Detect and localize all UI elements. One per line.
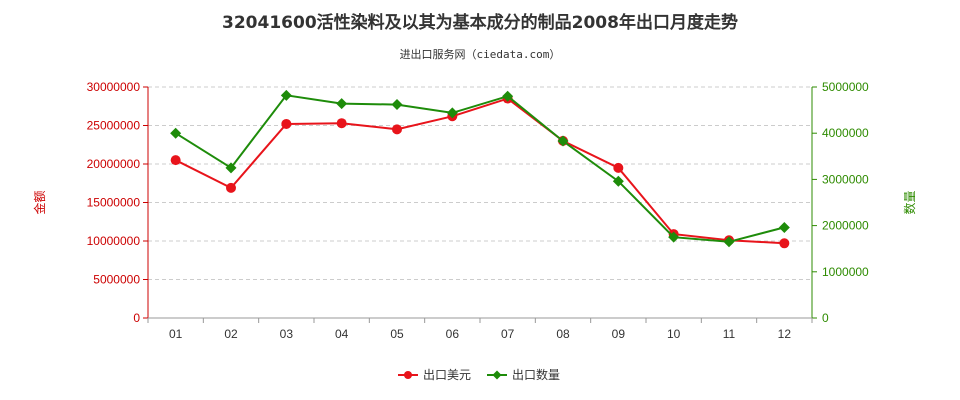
series-2-point[interactable] (280, 89, 292, 101)
series-2-point[interactable] (723, 236, 735, 248)
series-line-2 (175, 94, 785, 243)
y-right-tick-label: 4000000 (822, 126, 869, 140)
series-1-point[interactable] (336, 118, 347, 129)
series-1-point[interactable] (281, 118, 292, 129)
x-tick-label: 06 (446, 327, 460, 341)
x-tick-label: 12 (778, 327, 792, 341)
x-tick-label: 03 (280, 327, 294, 341)
x-tick-label: 10 (667, 327, 681, 341)
legend: 出口美元 出口数量 (398, 367, 560, 382)
y-left-tick-label: 15000000 (87, 196, 141, 210)
series-2-point[interactable] (336, 98, 348, 110)
x-tick-label: 05 (390, 327, 404, 341)
y-left-tick-label: 0 (133, 311, 140, 325)
x-tick-label: 02 (224, 327, 238, 341)
chart-title: 32041600活性染料及以其为基本成分的制品2008年出口月度走势 (222, 12, 738, 33)
series-2-point[interactable] (170, 127, 182, 139)
tick-labels: 0500000010000000150000002000000025000000… (87, 80, 869, 341)
series-2-point[interactable] (778, 221, 790, 233)
series-2-point[interactable] (557, 135, 569, 147)
y-left-tick-label: 5000000 (93, 273, 140, 287)
y-right-tick-label: 2000000 (822, 219, 869, 233)
y-axis-right-label: 数量 (902, 190, 917, 214)
x-tick-label: 07 (501, 327, 515, 341)
y-left-tick-label: 10000000 (87, 234, 141, 248)
legend-label[interactable]: 出口数量 (512, 367, 560, 382)
y-axis-left-label: 金额 (32, 190, 47, 214)
series-line-1 (175, 97, 785, 245)
series-1-point[interactable] (170, 155, 181, 166)
series-2-point[interactable] (502, 90, 514, 102)
series-1-point[interactable] (779, 238, 790, 249)
series-2-point[interactable] (668, 231, 680, 243)
series-1-point[interactable] (613, 162, 624, 173)
series-2-point[interactable] (391, 99, 403, 111)
y-right-tick-label: 5000000 (822, 80, 869, 94)
legend-label[interactable]: 出口美元 (423, 368, 471, 382)
series-2-point[interactable] (612, 175, 624, 187)
y-left-tick-label: 25000000 (87, 119, 141, 133)
series-1-point[interactable] (226, 182, 236, 193)
chart-subtitle: 进出口服务网（ciedata.com） (400, 47, 561, 61)
series-2-point[interactable] (446, 107, 458, 119)
x-tick-label: 09 (612, 327, 626, 341)
series-2-point[interactable] (225, 162, 237, 174)
grid-lines (148, 86, 812, 280)
y-left-tick-label: 30000000 (87, 80, 141, 94)
y-right-tick-label: 0 (822, 311, 829, 325)
y-left-tick-label: 20000000 (87, 157, 141, 171)
x-tick-label: 04 (335, 327, 349, 341)
y-right-tick-label: 3000000 (822, 172, 869, 186)
x-tick-label: 08 (556, 327, 570, 341)
y-right-tick-label: 1000000 (822, 265, 869, 279)
series-1-point[interactable] (392, 124, 402, 135)
legend-swatch-marker (492, 370, 502, 380)
series-layer (170, 89, 790, 249)
legend-swatch-marker (404, 371, 412, 379)
x-tick-label: 01 (169, 327, 183, 341)
x-tick-label: 11 (723, 327, 736, 341)
axes (143, 86, 817, 323)
